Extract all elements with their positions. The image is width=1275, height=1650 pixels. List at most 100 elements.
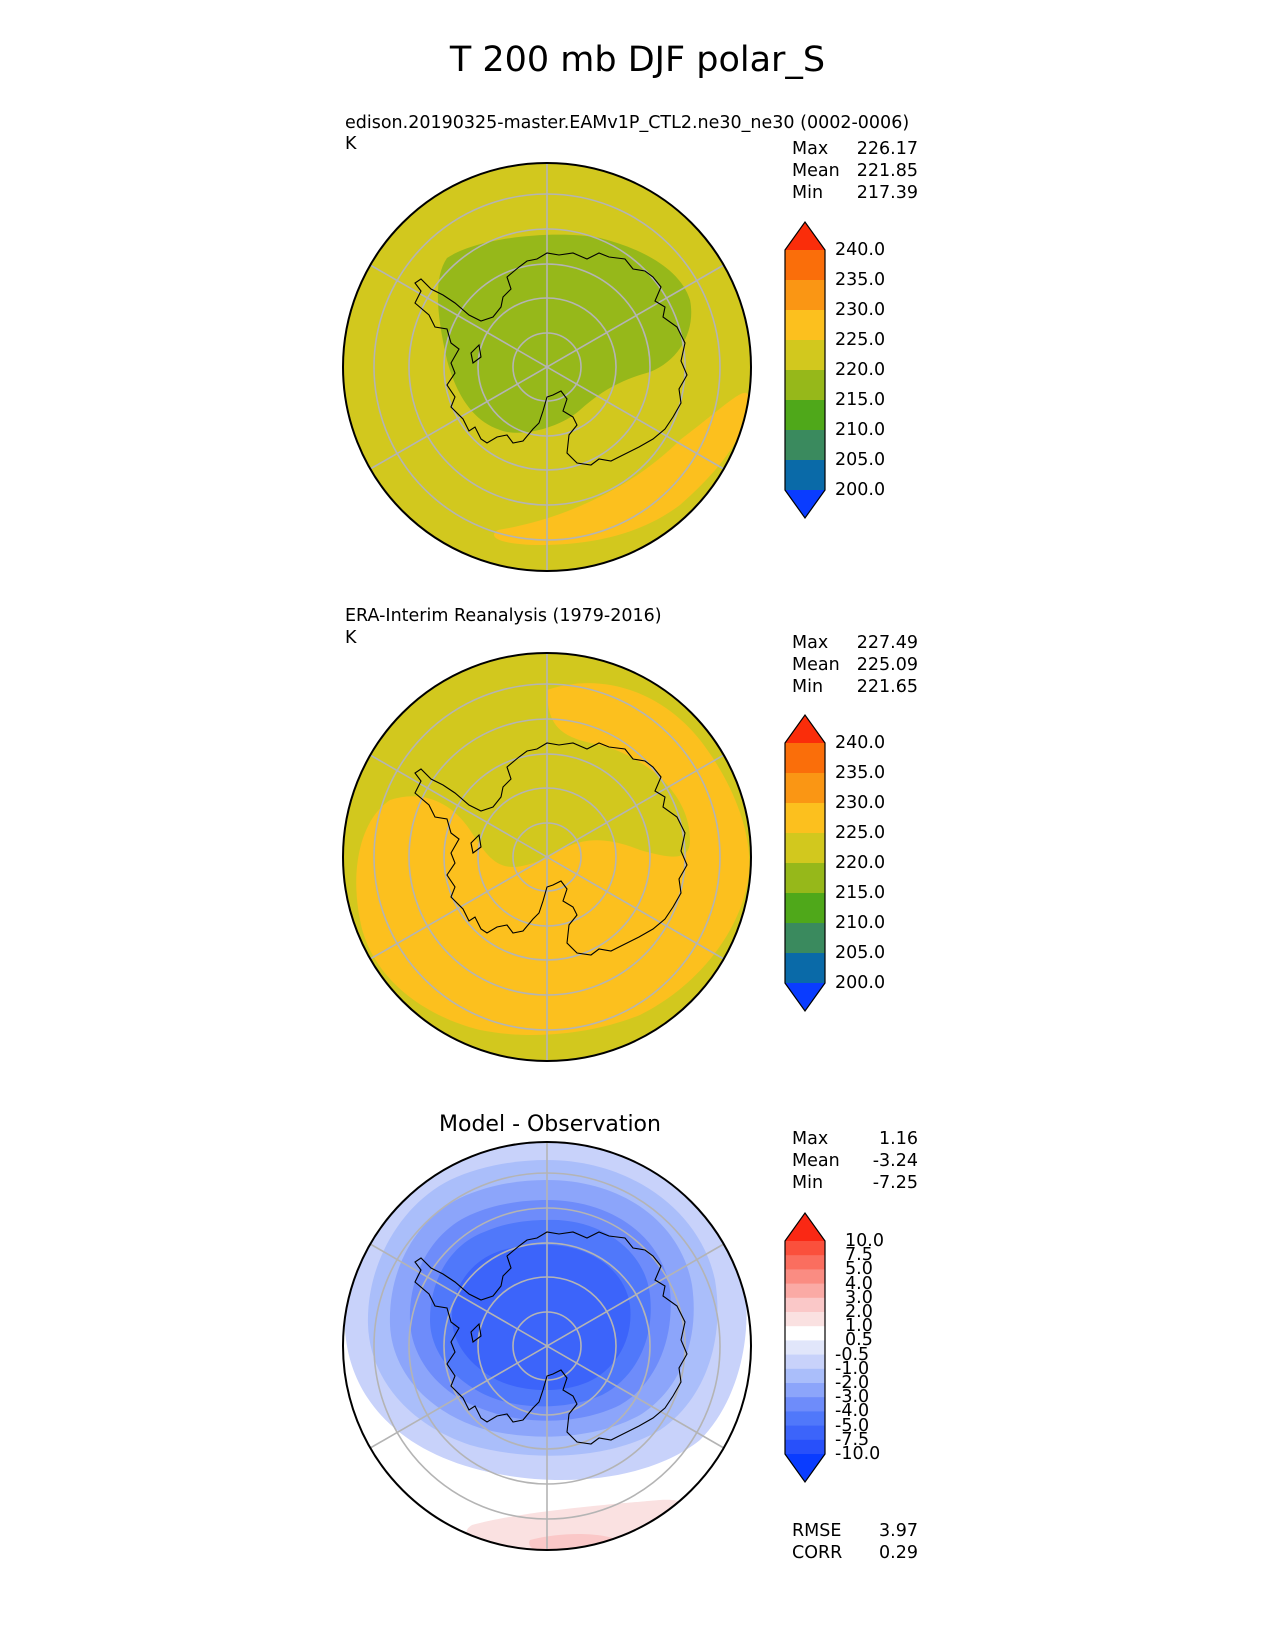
colorbar-tick-label: 215.0 [835,883,886,903]
field-215-220 [437,234,692,433]
colorbar-segment [785,400,825,431]
colorbar-tick-label: -5.0 [835,1415,870,1436]
stat-label: Mean [792,161,840,181]
colorbar-segment [785,1383,825,1398]
colorbar-tick-label: 240.0 [835,733,886,753]
colorbar-segment [785,1255,825,1270]
map-frame [342,162,752,572]
colorbar-tick-label: -3.0 [835,1387,870,1408]
colorbar-segment [785,803,825,834]
stat-label: Mean [792,655,840,675]
colorbar-tick-label: -4.0 [835,1401,870,1422]
colorbar-segment [785,923,825,954]
colorbar-tick-label: 5.0 [845,1259,873,1280]
panel1-units: K [345,134,357,154]
colorbar-tick-label: 225.0 [835,823,886,843]
colorbar-segment [785,1368,825,1384]
colorbar-tick-label: 235.0 [835,270,886,290]
map-frame [342,652,752,1062]
colorbar-outline [784,713,826,1013]
colorbar-segment [785,1397,825,1412]
colorbar-tick-label: 220.0 [835,360,886,380]
panel2-units: K [345,628,357,648]
colorbar-tick-label: 1.0 [845,1316,873,1337]
colorbar-tick-label: -0.5 [835,1344,870,1365]
colorbar-tick-label: 205.0 [835,450,886,470]
colorbar-extend-max [785,222,825,250]
colorbar-extend-max [785,1213,825,1241]
colorbar-tick-label: 200.0 [835,480,886,500]
colorbar-segment [785,460,825,491]
panel1-stats: Max 226.17 Mean 221.85 Min 217.39 [792,138,918,204]
colorbar-outline [784,220,826,520]
colorbar-segment [785,1425,825,1441]
colorbar-tick-label: 210.0 [835,420,886,440]
metric-label: RMSE [792,1521,842,1541]
colorbar-tick-label: 240.0 [835,240,886,260]
colorbar-tick-label: 200.0 [835,973,886,993]
colorbar-tick-label: 215.0 [835,390,886,410]
stat-mean: 221.85 [856,161,918,181]
field-1-2 [529,1534,620,1550]
panel1-map [342,162,752,572]
figure-title: T 200 mb DJF polar_S [449,40,826,80]
stat-label: Max [792,633,829,653]
colorbar-segment [785,1326,825,1341]
colorbar-segment [785,250,825,281]
colorbar-segment [785,370,825,401]
panel2-title: ERA-Interim Reanalysis (1979-2016) [345,606,662,626]
colorbar-segment [785,1283,825,1299]
stat-label: Min [792,183,824,203]
colorbar-segment [785,1439,825,1455]
field-minus7.5-minus5 [452,1245,631,1391]
colorbar-segment [785,953,825,984]
colorbar-segment [785,1354,825,1370]
stat-label: Max [792,139,829,159]
colorbar-tick-label: 210.0 [835,913,886,933]
stat-min: -7.25 [872,1173,918,1193]
colorbar-segment [785,1312,825,1327]
colorbar-tick-label: 3.0 [845,1287,873,1308]
colorbar-tick-label: 225.0 [835,330,886,350]
colorbar-segment [785,340,825,371]
stat-mean: 225.09 [856,655,918,675]
colorbar-tick-label: 220.0 [835,853,886,873]
field-0.5-1 [466,1499,691,1550]
colorbar-segment [785,280,825,311]
colorbar-segment [785,773,825,804]
stat-max: 227.49 [856,633,918,653]
colorbar-tick-label: -2.0 [835,1373,870,1393]
colorbar-extend-max [785,715,825,743]
colorbar-tick-label: 230.0 [835,300,886,320]
field-225-230 [494,392,749,545]
panel1-title: edison.20190325-master.EAMv1P_CTL2.ne30_… [345,113,910,133]
map-frame [342,1141,752,1551]
colorbar-tick-label: 4.0 [845,1273,873,1294]
colorbar-tick-label: 230.0 [835,793,886,813]
colorbar-extend-min [785,490,825,518]
colorbar-tick-label: 7.5 [845,1245,873,1266]
colorbar-segment [785,310,825,341]
colorbar-segment [785,1297,825,1313]
metric-rmse: 3.97 [879,1521,918,1541]
stat-label: Max [792,1129,829,1149]
colorbar-tick-label: 10.0 [845,1231,884,1251]
panel3-stats: Max 1.16 Mean -3.24 Min -7.25 [792,1128,918,1194]
colorbar-tick-label: 0.5 [845,1330,873,1351]
colorbar-segment [785,1269,825,1285]
colorbar-segment [785,833,825,864]
stat-label: Min [792,1173,824,1193]
colorbar-segment [785,893,825,924]
panel3-map [342,1141,752,1551]
stat-min: 217.39 [856,183,918,203]
colorbar-extend-min [785,1454,825,1482]
stat-label: Mean [792,1151,840,1171]
colorbar-tick-label: 235.0 [835,763,886,783]
stat-max: 226.17 [856,139,918,159]
colorbar-tick-label: 205.0 [835,943,886,963]
colorbar-tick-label: -10.0 [835,1444,881,1464]
panel2-stats: Max 227.49 Mean 225.09 Min 221.65 [792,632,918,698]
panel2-map [342,652,752,1062]
